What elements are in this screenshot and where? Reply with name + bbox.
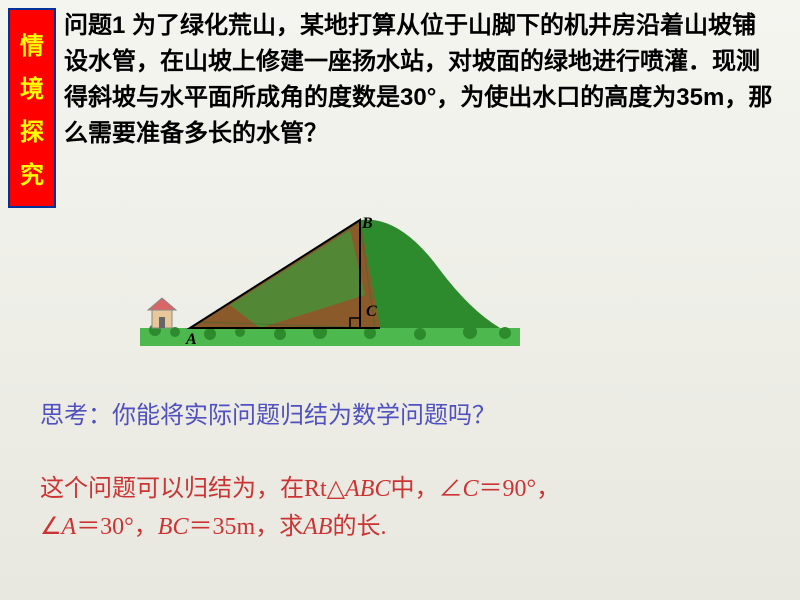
sidebar-char: 情 [20, 26, 44, 61]
ground [140, 328, 520, 346]
label-c: C [366, 303, 377, 320]
conclusion-text: 这个问题可以归结为，在Rt△ABC中，∠C＝90°， ∠A＝30°，BC＝35m… [40, 470, 760, 547]
problem-body: 为了绿化荒山，某地打算从位于山脚下的机井房沿着山坡铺设水管，在山坡上修建一座扬水… [64, 12, 772, 147]
problem-text: 问题1 为了绿化荒山，某地打算从位于山脚下的机井房沿着山坡铺设水管，在山坡上修建… [64, 8, 780, 152]
sidebar-char: 探 [20, 112, 44, 147]
problem-label: 问题1 [64, 12, 125, 39]
hill-diagram: B C A [140, 210, 520, 365]
label-a: A [185, 331, 197, 348]
sidebar-char: 究 [20, 155, 44, 190]
house-roof [148, 298, 176, 310]
sidebar-char: 境 [20, 69, 44, 104]
diagram-svg: B C A [140, 210, 520, 360]
sidebar-badge: 情 境 探 究 [8, 8, 56, 208]
label-b: B [361, 215, 373, 232]
thinking-prompt: 思考：你能将实际问题归结为数学问题吗？ [40, 395, 496, 430]
